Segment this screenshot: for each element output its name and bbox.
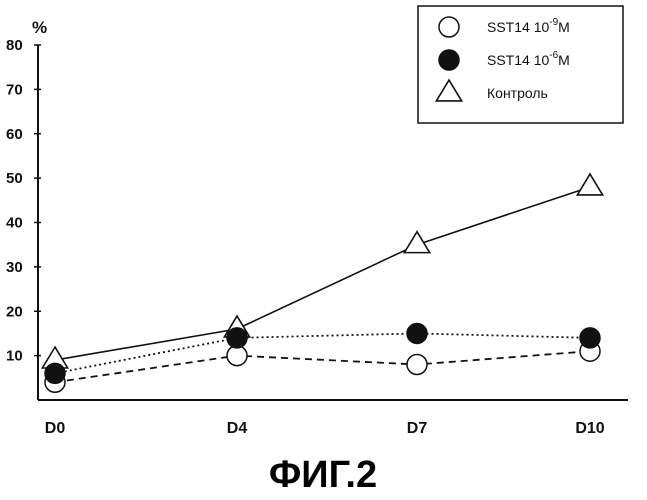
y-axis-unit-label: % bbox=[32, 18, 47, 37]
x-tick-label: D0 bbox=[45, 420, 66, 437]
legend: SST14 10-9M SST14 10-6M Контроль bbox=[418, 6, 623, 123]
y-tick-label: 60 bbox=[6, 126, 23, 143]
y-tick-label: 10 bbox=[6, 348, 23, 365]
data-point bbox=[45, 363, 65, 383]
y-tick-label: 50 bbox=[6, 170, 23, 187]
series-2-markers bbox=[42, 174, 602, 368]
series-0 bbox=[55, 351, 590, 382]
legend-marker bbox=[439, 50, 459, 70]
x-tick-label: D4 bbox=[227, 420, 248, 437]
y-tick-label: 30 bbox=[6, 259, 23, 276]
y-tick-label: 40 bbox=[6, 215, 23, 232]
figure-caption: ФИГ.2 bbox=[269, 454, 377, 496]
data-point bbox=[227, 328, 247, 348]
series-1-markers bbox=[45, 323, 600, 383]
x-tick-label: D7 bbox=[407, 420, 428, 437]
series-1 bbox=[55, 333, 590, 373]
legend-label: SST14 10-9M bbox=[487, 17, 570, 35]
data-point bbox=[577, 174, 602, 195]
legend-marker bbox=[439, 17, 459, 37]
data-point bbox=[407, 323, 427, 343]
series-0-markers bbox=[45, 341, 600, 392]
data-point bbox=[407, 355, 427, 375]
series-2 bbox=[55, 187, 590, 360]
data-point bbox=[580, 328, 600, 348]
legend-label: SST14 10-6M bbox=[487, 50, 570, 68]
series-layer bbox=[42, 174, 602, 392]
series-line bbox=[55, 333, 590, 373]
y-tick-label: 20 bbox=[6, 303, 23, 320]
series-line bbox=[55, 187, 590, 360]
legend-label: Контроль bbox=[487, 85, 548, 101]
y-tick-label: 80 bbox=[6, 37, 23, 54]
y-tick-label: 70 bbox=[6, 81, 23, 98]
series-line bbox=[55, 351, 590, 382]
x-tick-label: D10 bbox=[575, 420, 604, 437]
